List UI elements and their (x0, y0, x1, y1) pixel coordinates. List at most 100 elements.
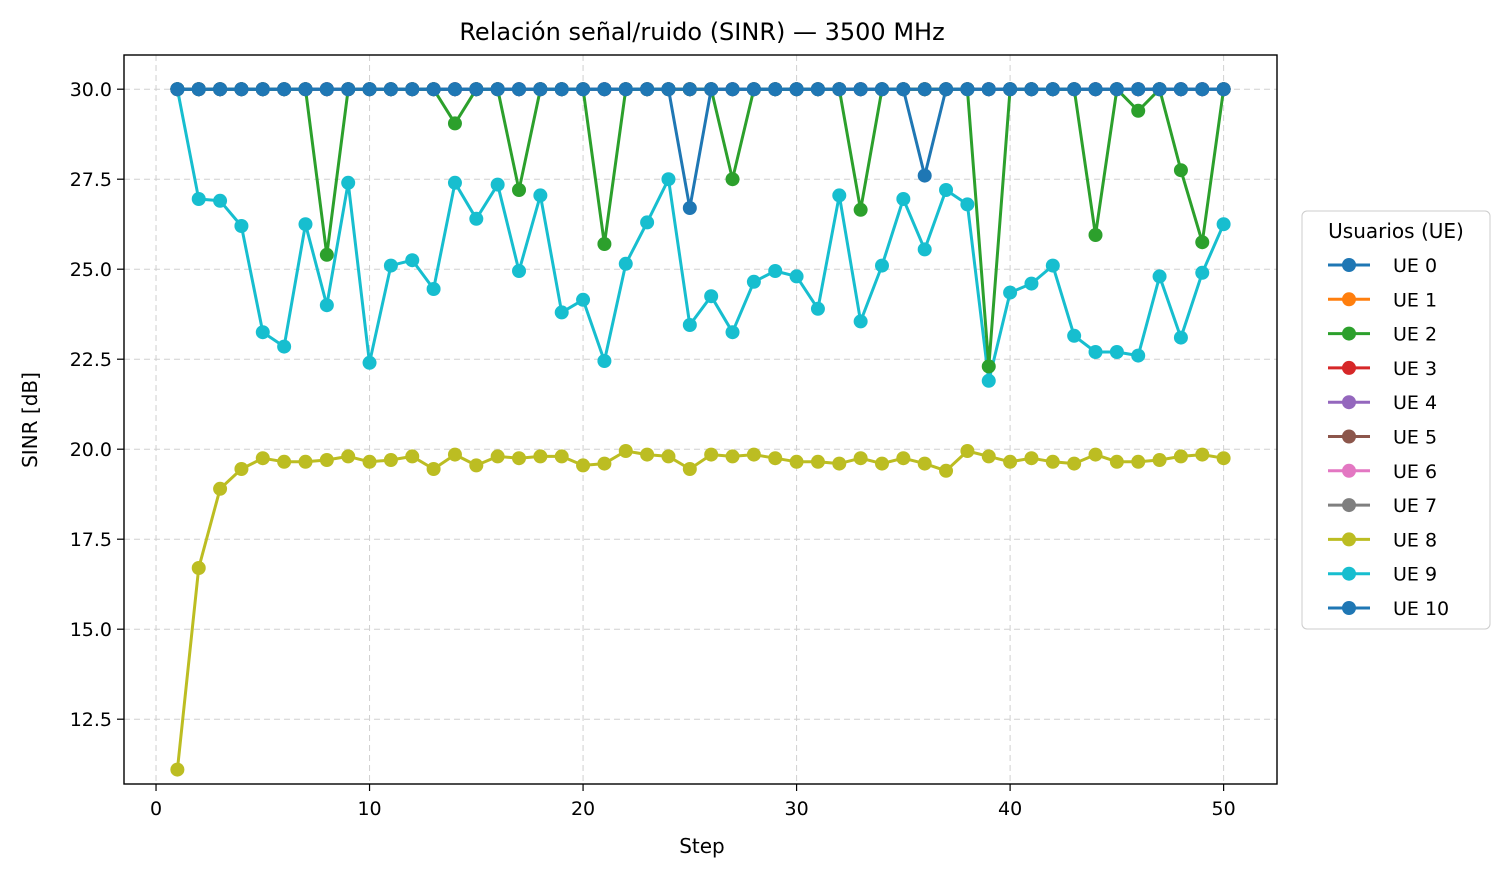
legend-label: UE 5 (1393, 427, 1437, 449)
data-point (597, 237, 612, 251)
legend-swatch-marker (1342, 292, 1356, 307)
data-point (768, 264, 783, 278)
data-point (746, 274, 761, 289)
data-point (447, 175, 462, 190)
data-point (1024, 82, 1039, 97)
data-point (1195, 447, 1210, 462)
data-point (512, 264, 527, 278)
data-point (512, 82, 527, 97)
data-point (362, 355, 377, 370)
data-point (704, 289, 719, 304)
data-point (704, 447, 719, 462)
data-point (768, 82, 783, 97)
data-point (469, 458, 484, 473)
data-point (1195, 265, 1210, 280)
data-point (682, 318, 697, 332)
data-point (1216, 82, 1231, 97)
data-point (469, 211, 484, 226)
legend-title: Usuarios (UE) (1328, 219, 1464, 243)
data-point (576, 458, 591, 473)
x-tick-label: 20 (571, 798, 595, 820)
legend-swatch-marker (1342, 326, 1356, 341)
series-group (170, 82, 1231, 777)
data-point (277, 454, 292, 469)
data-point (191, 82, 206, 97)
y-tick-label: 30.0 (70, 79, 112, 101)
data-point (853, 451, 868, 466)
data-point (1088, 345, 1103, 359)
data-point (1131, 103, 1146, 118)
legend-items: UE 0 UE 1 UE 2 UE 3 UE 4 UE 5 UE 6 UE 7 UE 8 UE 9… (1328, 255, 1449, 620)
data-point (874, 82, 889, 97)
data-point (917, 82, 932, 97)
data-point (1088, 447, 1103, 462)
data-point (1024, 276, 1039, 291)
legend-item: UE 7 (1328, 495, 1437, 517)
data-point (832, 82, 847, 97)
data-point (640, 447, 655, 462)
legend-item: UE 5 (1328, 427, 1437, 449)
data-point (981, 82, 996, 97)
data-point (1131, 454, 1146, 469)
data-point (298, 454, 313, 469)
axis-ticks: 0 10 20 30 40 50 12.5 15.0 17.5 20.0 22.5 25.0 27.5 3… (70, 79, 1236, 820)
data-point (319, 82, 334, 97)
legend-label: UE 9 (1393, 564, 1437, 586)
data-point (746, 82, 761, 97)
data-point (213, 193, 228, 208)
data-point (1195, 82, 1210, 97)
legend-swatch-marker (1342, 463, 1356, 478)
data-point (1152, 269, 1167, 284)
data-point (725, 172, 740, 187)
data-point (960, 197, 975, 212)
data-point (939, 82, 954, 97)
data-point (1109, 454, 1124, 469)
data-point (640, 215, 655, 230)
legend-item: UE 10 (1328, 598, 1449, 620)
data-point (832, 188, 847, 203)
data-point (1067, 82, 1082, 97)
legend-label: UE 0 (1393, 255, 1437, 277)
data-point (917, 242, 932, 257)
legend-item: UE 0 (1328, 255, 1437, 277)
legend-item: UE 1 (1328, 289, 1437, 311)
data-point (853, 202, 868, 217)
data-point (1216, 451, 1231, 466)
data-point (255, 82, 270, 97)
series-line (175, 88, 1225, 383)
data-point (1067, 456, 1082, 471)
grid (124, 55, 1277, 784)
data-point (597, 354, 612, 368)
data-point (362, 454, 377, 469)
data-point (1045, 258, 1060, 273)
legend-swatch-marker (1342, 429, 1356, 444)
data-point (319, 298, 334, 313)
data-point (960, 82, 975, 97)
series-ue-8 (170, 444, 1231, 777)
data-point (234, 82, 249, 97)
data-point (1045, 454, 1060, 469)
data-point (682, 462, 697, 476)
y-tick-label: 12.5 (70, 709, 112, 731)
data-point (1109, 82, 1124, 97)
data-point (554, 449, 569, 464)
x-tick-label: 10 (357, 798, 381, 820)
data-point (1003, 82, 1018, 97)
legend: Usuarios (UE) UE 0UE 1UE 2UE 3UE 4UE 5UE… (1301, 210, 1491, 630)
data-point (255, 325, 270, 340)
data-point (426, 82, 441, 97)
data-point (576, 292, 591, 307)
data-point (1067, 328, 1082, 343)
data-point (277, 82, 292, 97)
legend-label: UE 6 (1393, 461, 1437, 483)
data-point (383, 258, 398, 273)
series-ue-10 (170, 82, 1231, 215)
data-point (170, 762, 185, 777)
data-point (618, 444, 633, 458)
legend-swatch-marker (1342, 395, 1356, 410)
data-point (1109, 345, 1124, 359)
data-point (789, 454, 804, 469)
data-point (810, 301, 825, 316)
data-point (447, 116, 462, 131)
legend-item: UE 8 (1328, 529, 1437, 551)
